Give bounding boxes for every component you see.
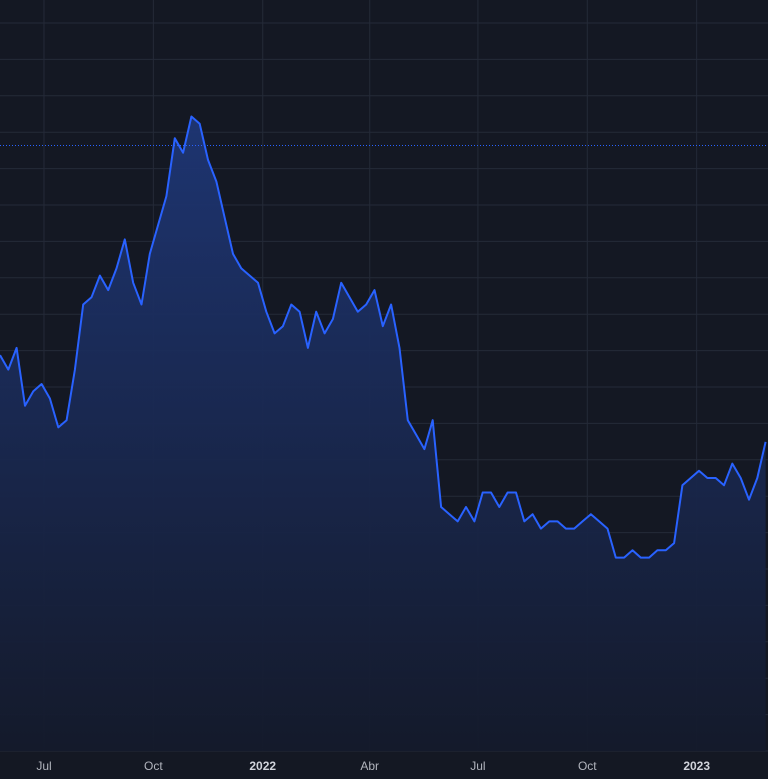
area-layer [0, 115, 767, 751]
x-tick-label: Jul [470, 759, 485, 773]
x-tick-label: Oct [578, 759, 597, 773]
x-tick-label: Abr [360, 759, 379, 773]
x-tick-label: Oct [144, 759, 163, 773]
series-line [0, 115, 767, 559]
x-tick-label: 2023 [683, 759, 710, 773]
series-area-fill [0, 116, 766, 751]
x-tick-label: 2022 [249, 759, 276, 773]
x-axis: Jul Oct 2022 Abr Jul Oct 2023 [36, 759, 710, 773]
x-tick-label: Jul [36, 759, 51, 773]
